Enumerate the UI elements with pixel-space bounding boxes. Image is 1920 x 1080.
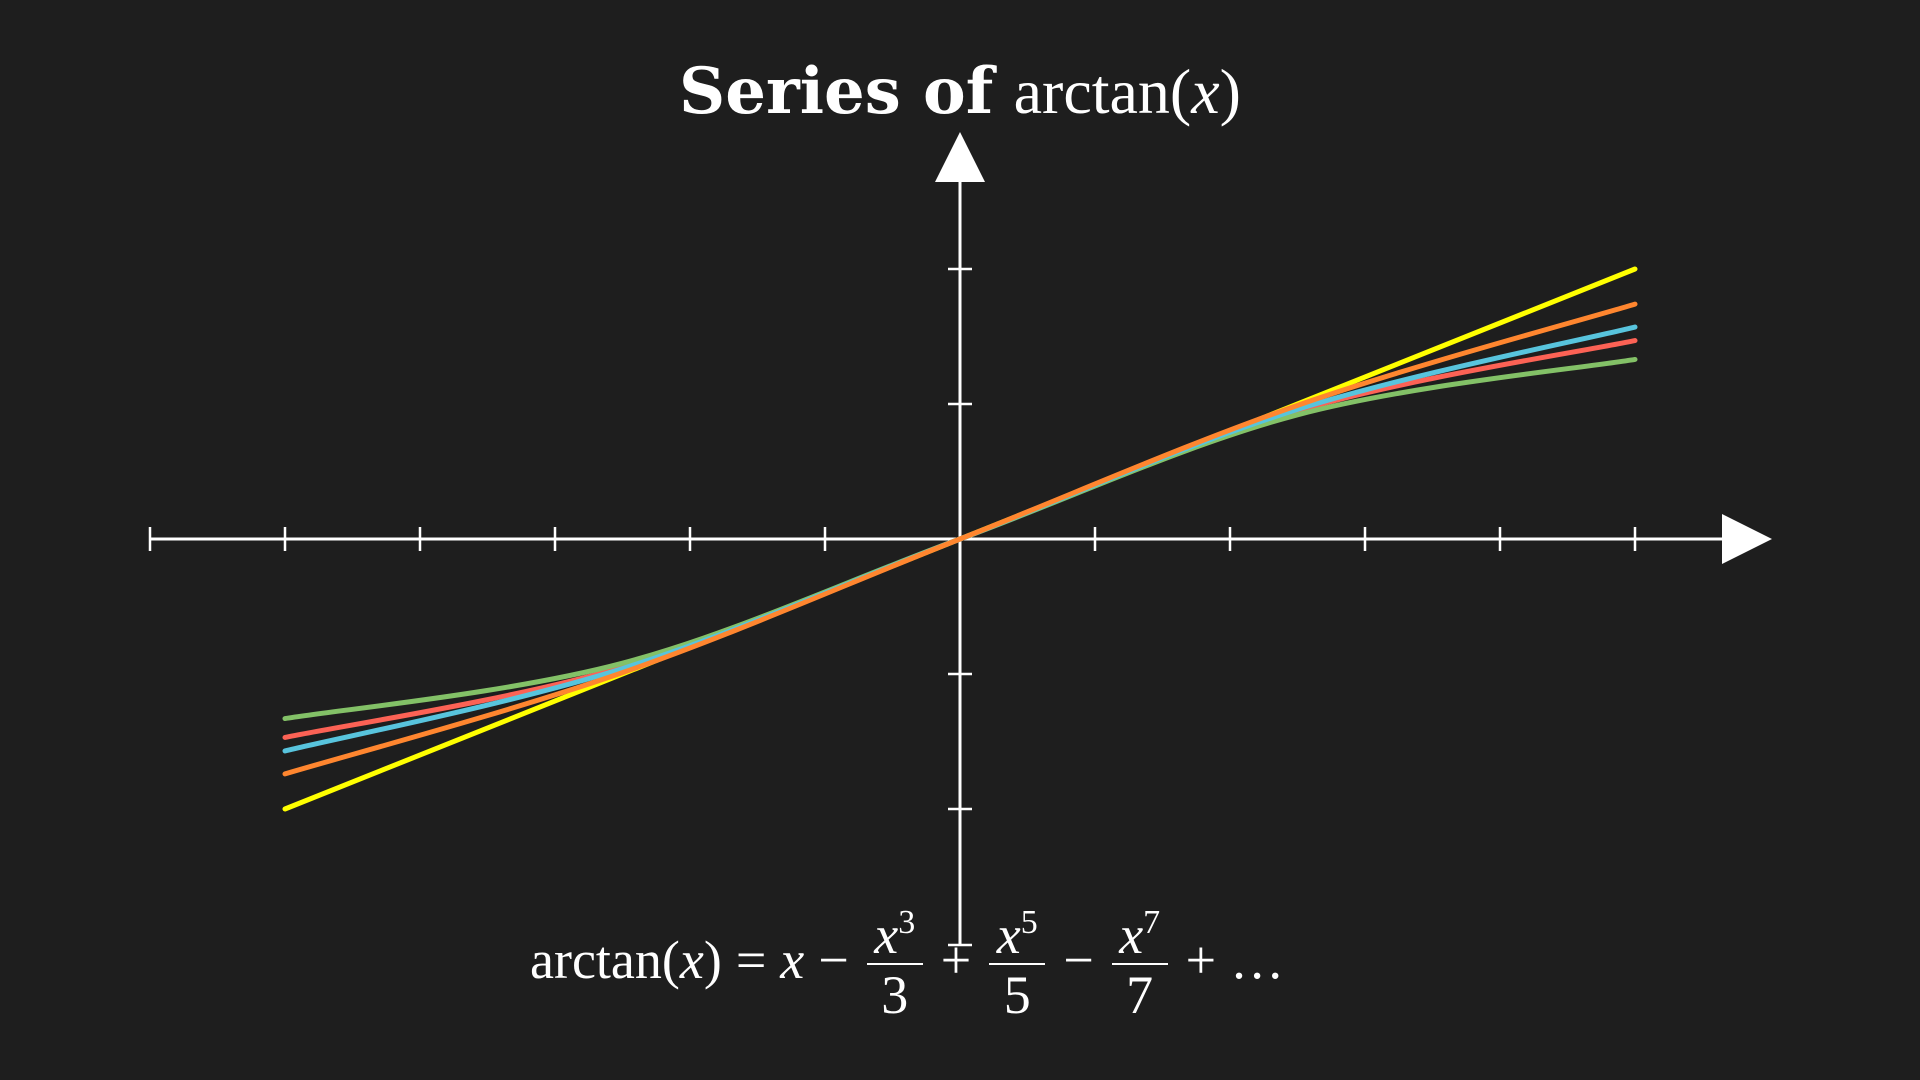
formula-op-4: + xyxy=(1185,930,1217,990)
term-3-den: 5 xyxy=(1003,965,1031,1025)
formula-lhs-func: arctan xyxy=(530,930,662,990)
title-bold-text: Series of xyxy=(679,54,994,129)
term-3-exp: 5 xyxy=(1020,904,1038,941)
formula-op-2: + xyxy=(940,930,972,990)
title-math-var: x xyxy=(1191,56,1220,127)
chart-title: Series of arctan(x) xyxy=(0,52,1920,132)
fraction-bar xyxy=(989,963,1046,965)
x-axis-arrow xyxy=(1722,514,1772,564)
formula-term-2: x3 3 xyxy=(866,895,923,1025)
fraction-bar xyxy=(866,963,923,965)
title-math-func: arctan xyxy=(1013,56,1170,127)
formula-op-1: − xyxy=(818,930,849,990)
term-4-exp: 7 xyxy=(1143,904,1161,941)
fraction-bar xyxy=(1111,963,1168,965)
y-axis-arrow xyxy=(935,132,985,182)
formula-lhs-var: x xyxy=(679,930,704,990)
formula-ellipsis: … xyxy=(1230,930,1285,990)
term-4-var: x xyxy=(1119,905,1144,965)
term-2-exp: 3 xyxy=(898,904,916,941)
formula-equals: = xyxy=(735,930,767,990)
formula-term-1: x xyxy=(780,930,805,990)
term-2-var: x xyxy=(874,905,899,965)
term-3-var: x xyxy=(996,905,1021,965)
formula-term-3: x5 5 xyxy=(989,895,1046,1025)
title-math: arctan(x) xyxy=(1013,56,1241,127)
formula-term-4: x7 7 xyxy=(1111,895,1168,1025)
term-2-den: 3 xyxy=(881,965,909,1025)
series-curve-5 xyxy=(282,301,1638,777)
series-formula: arctan(x) = x − x3 3 + x5 5 − x7 7 + … xyxy=(530,880,1284,1040)
term-4-den: 7 xyxy=(1126,965,1154,1025)
formula-op-3: − xyxy=(1063,930,1094,990)
